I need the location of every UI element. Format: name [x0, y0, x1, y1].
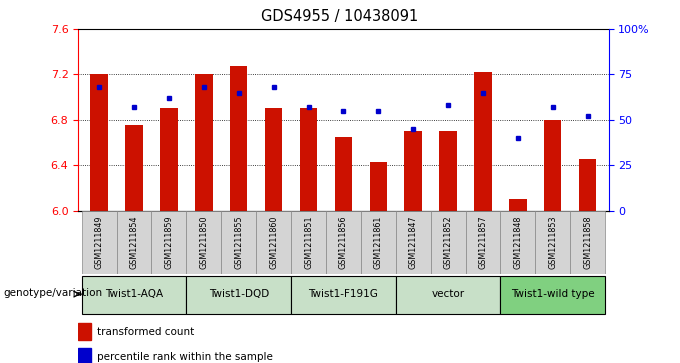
Text: GSM1211855: GSM1211855 [234, 216, 243, 269]
Text: GSM1211847: GSM1211847 [409, 216, 418, 269]
Bar [369, 162, 387, 211]
Bar [430, 211, 466, 274]
Bar [509, 199, 526, 211]
Bar [571, 211, 605, 274]
Text: percentile rank within the sample: percentile rank within the sample [97, 352, 273, 362]
Bar [265, 109, 282, 211]
Bar [186, 276, 291, 314]
Bar [82, 276, 186, 314]
Text: GSM1211858: GSM1211858 [583, 216, 592, 269]
Bar [405, 131, 422, 211]
Bar [500, 276, 605, 314]
Bar [291, 211, 326, 274]
Bar [160, 109, 177, 211]
Text: vector: vector [432, 289, 464, 299]
Bar [474, 72, 492, 211]
Text: GDS4955 / 10438091: GDS4955 / 10438091 [261, 9, 419, 24]
Bar [256, 211, 291, 274]
Text: GSM1211853: GSM1211853 [548, 216, 558, 269]
Bar [82, 211, 116, 274]
Text: GSM1211849: GSM1211849 [95, 216, 103, 269]
Bar [579, 159, 596, 211]
Bar [535, 211, 571, 274]
Bar [90, 74, 108, 211]
Bar [116, 211, 152, 274]
Text: GSM1211852: GSM1211852 [443, 216, 453, 269]
Text: GSM1211860: GSM1211860 [269, 216, 278, 269]
Bar [439, 131, 457, 211]
Bar [300, 109, 318, 211]
Text: transformed count: transformed count [97, 327, 194, 337]
Text: genotype/variation: genotype/variation [3, 288, 103, 298]
Bar [195, 74, 213, 211]
Bar [544, 120, 562, 211]
Bar [335, 137, 352, 211]
Text: GSM1211859: GSM1211859 [165, 216, 173, 269]
Text: GSM1211851: GSM1211851 [304, 216, 313, 269]
Bar [221, 211, 256, 274]
Bar [291, 276, 396, 314]
Bar [396, 211, 430, 274]
Bar [125, 126, 143, 211]
Text: GSM1211848: GSM1211848 [513, 216, 522, 269]
Bar [78, 348, 91, 363]
Text: Twist1-AQA: Twist1-AQA [105, 289, 163, 299]
Bar [361, 211, 396, 274]
Bar [78, 323, 91, 340]
Bar [186, 211, 221, 274]
Bar [230, 66, 248, 211]
Bar [466, 211, 500, 274]
Bar [326, 211, 361, 274]
Text: GSM1211856: GSM1211856 [339, 216, 348, 269]
Bar [152, 211, 186, 274]
Text: Twist1-wild type: Twist1-wild type [511, 289, 594, 299]
Text: Twist1-DQD: Twist1-DQD [209, 289, 269, 299]
Text: GSM1211857: GSM1211857 [479, 216, 488, 269]
Bar [396, 276, 500, 314]
Text: Twist1-F191G: Twist1-F191G [309, 289, 378, 299]
Text: GSM1211861: GSM1211861 [374, 216, 383, 269]
Text: GSM1211854: GSM1211854 [129, 216, 139, 269]
Text: GSM1211850: GSM1211850 [199, 216, 208, 269]
Bar [500, 211, 535, 274]
